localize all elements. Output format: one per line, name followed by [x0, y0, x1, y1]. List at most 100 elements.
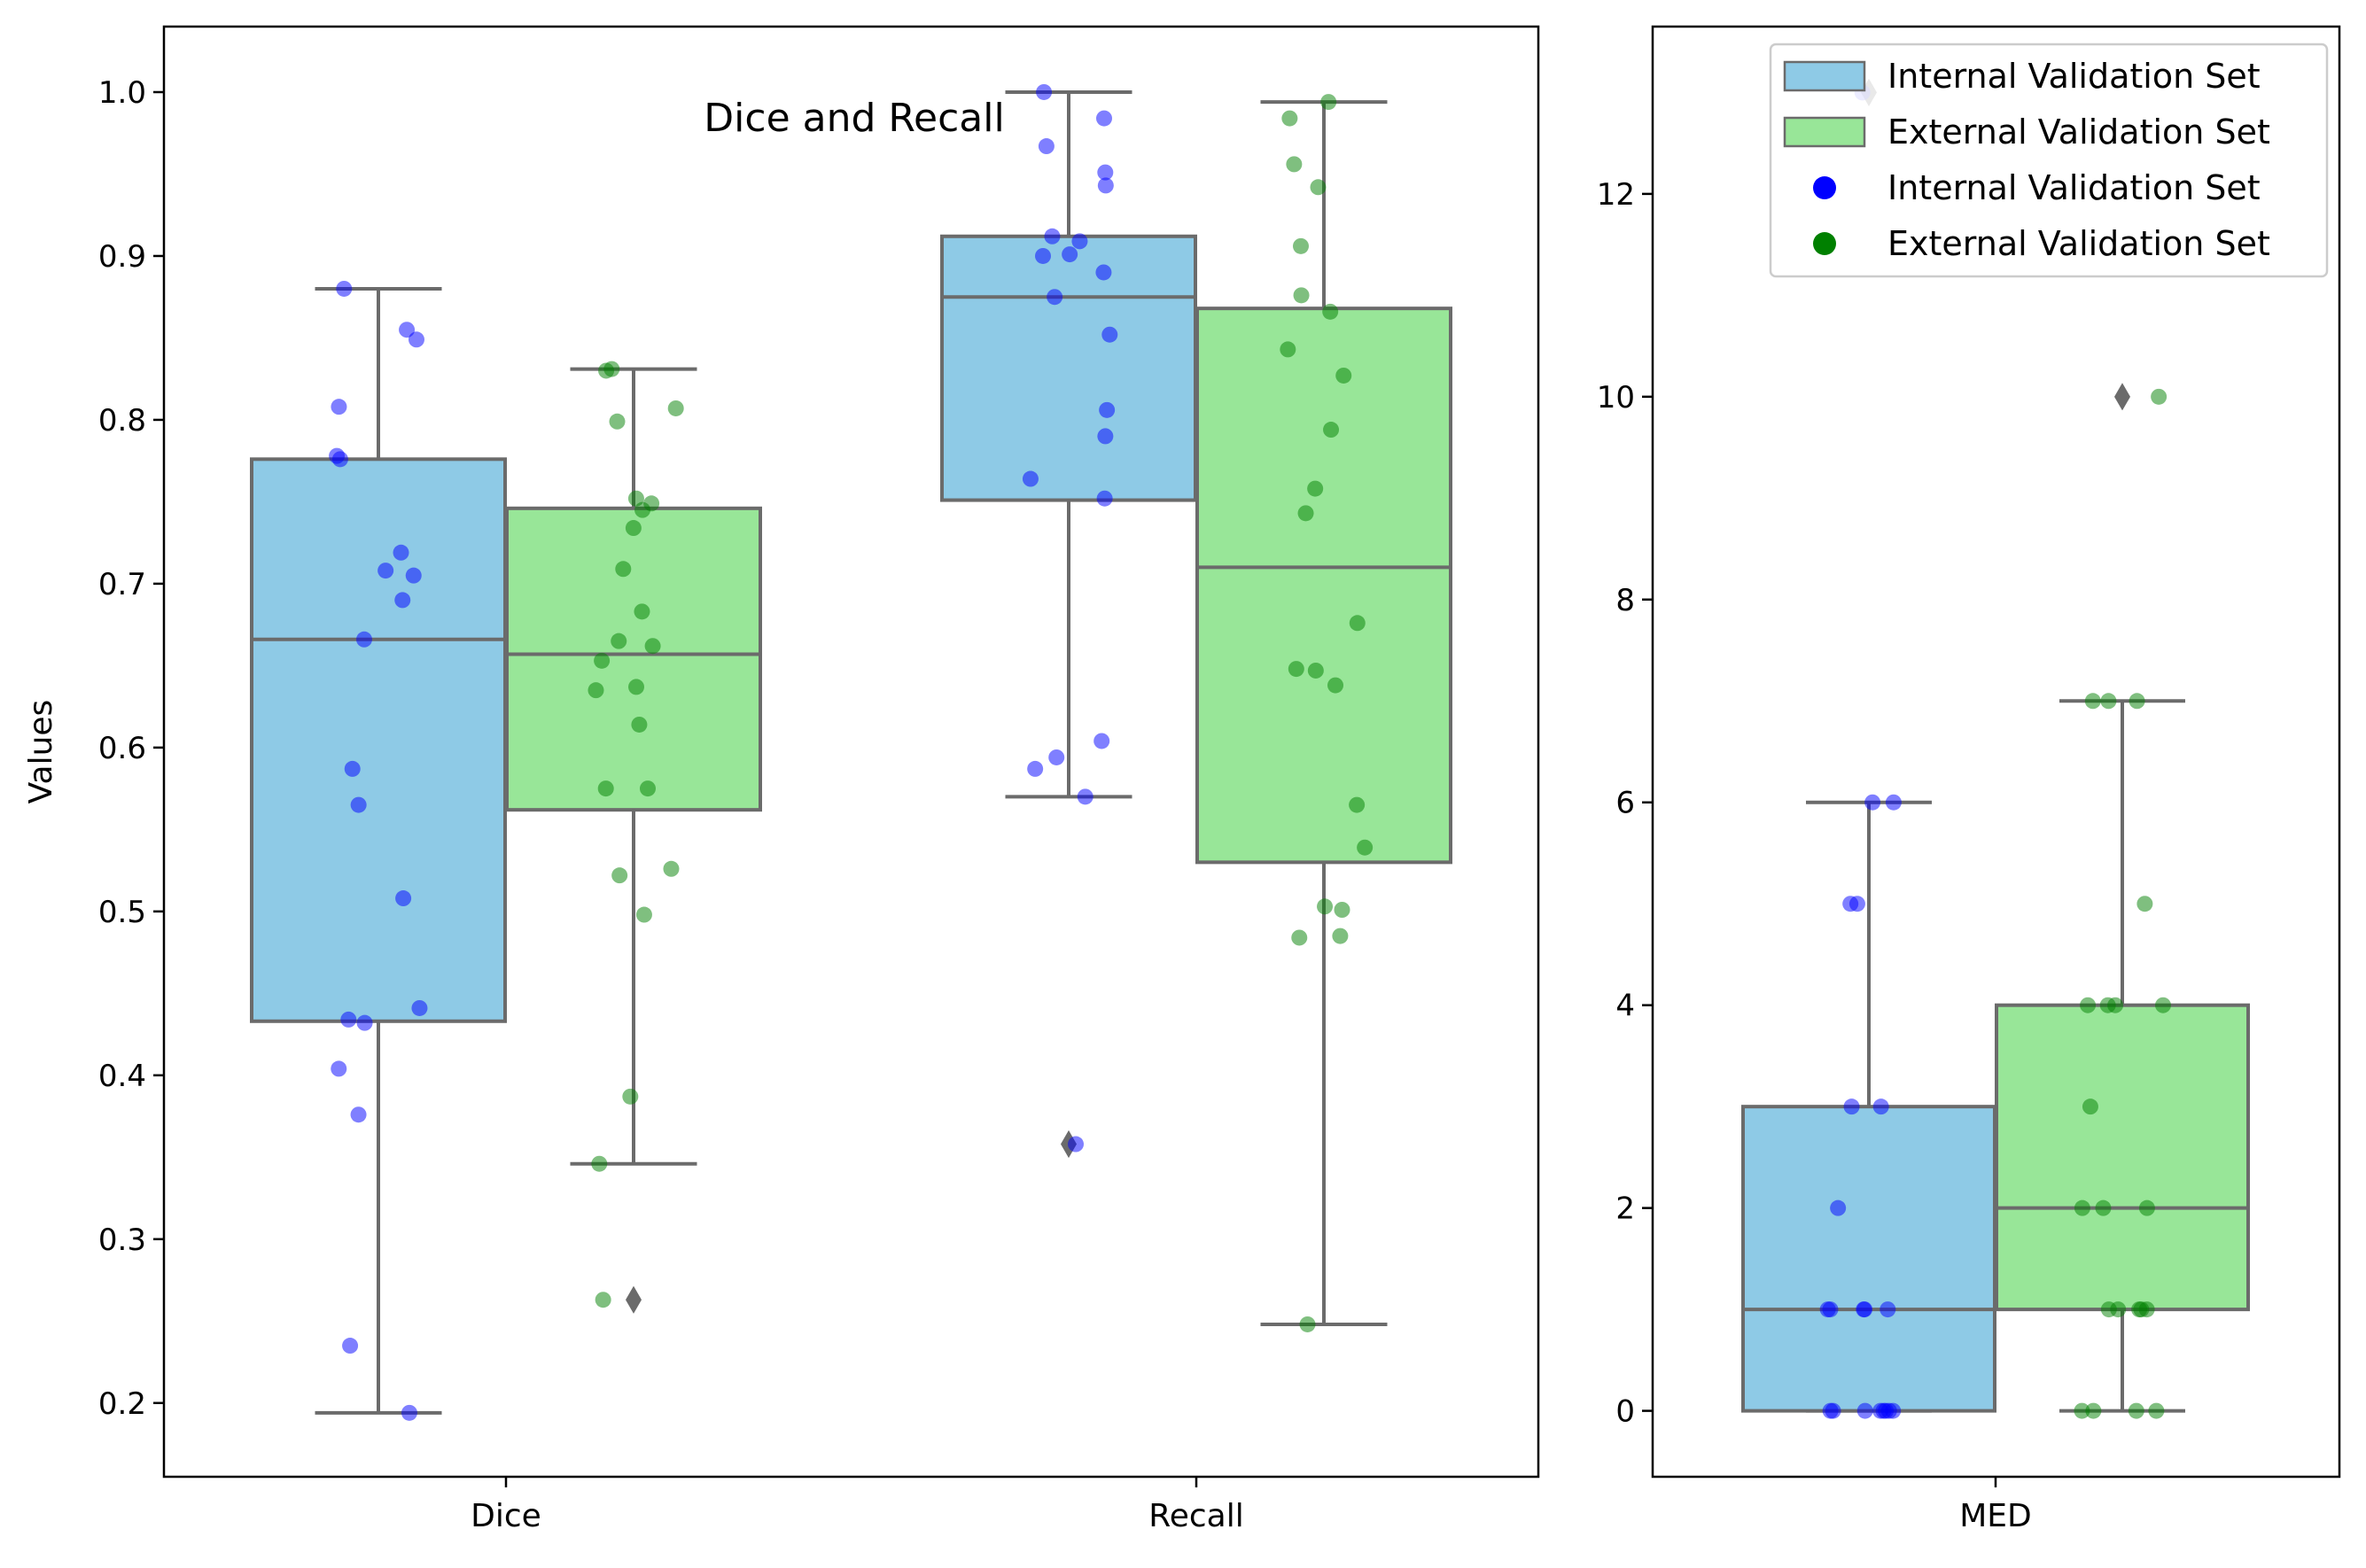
data-point	[2154, 997, 2171, 1013]
y-tick-label: 4	[1615, 989, 1635, 1024]
y-tick-label: 8	[1615, 583, 1635, 618]
data-point	[405, 567, 422, 584]
data-point	[2085, 1402, 2102, 1419]
y-tick-label: 0.2	[98, 1386, 146, 1422]
data-point	[635, 906, 652, 923]
data-point	[597, 780, 614, 797]
data-point	[344, 760, 361, 777]
box	[1741, 1105, 1996, 1413]
data-point	[1872, 1098, 1889, 1115]
data-point	[2129, 693, 2145, 710]
data-point	[1297, 505, 1314, 522]
med-plot: 0 2 4 6 8 10 12 MED Internal Validation Set Exter…	[1597, 25, 2341, 1534]
data-point	[609, 413, 626, 430]
data-point	[1307, 480, 1324, 497]
data-point	[598, 362, 615, 379]
data-point	[340, 1011, 357, 1028]
y-tick-label: 0.8	[98, 403, 146, 439]
data-point	[1349, 615, 1366, 632]
data-point	[1822, 1402, 1839, 1419]
data-point	[1067, 1136, 1084, 1153]
box	[1195, 307, 1452, 865]
data-point	[1027, 760, 1044, 777]
data-point	[2107, 997, 2124, 1013]
data-point	[1864, 794, 1881, 811]
data-point	[1095, 110, 1112, 127]
data-point	[1299, 1316, 1316, 1332]
data-point	[644, 638, 661, 655]
data-point	[350, 1106, 367, 1123]
data-point	[1097, 177, 1114, 194]
data-point	[1036, 83, 1053, 100]
data-point	[1093, 733, 1110, 749]
data-point	[2074, 1199, 2090, 1216]
box-group-med-internal	[1741, 78, 1996, 1419]
data-point	[395, 890, 412, 907]
data-point	[336, 280, 353, 297]
data-point	[2095, 1199, 2112, 1216]
data-point	[1856, 1301, 1872, 1318]
data-point	[2082, 1098, 2098, 1115]
box-group-recall-external	[1195, 94, 1452, 1332]
data-point	[1095, 264, 1112, 281]
data-point	[1097, 164, 1114, 181]
box-group-med-external	[1995, 383, 2250, 1419]
x-tick-label-dice: Dice	[471, 1498, 541, 1534]
data-point	[611, 867, 628, 884]
box-group-dice-external	[505, 361, 762, 1314]
data-point	[1322, 303, 1339, 320]
data-point	[331, 1060, 347, 1077]
data-point	[591, 1155, 608, 1172]
data-point	[1317, 898, 1334, 915]
data-point	[331, 399, 347, 415]
data-point	[628, 679, 645, 695]
legend-label: Internal Validation Set	[1887, 168, 2261, 207]
data-point	[1830, 1199, 1847, 1216]
data-point	[1047, 289, 1063, 306]
data-point	[2131, 1301, 2148, 1318]
legend-swatch	[1783, 116, 1866, 148]
data-point	[2128, 1402, 2144, 1419]
data-point	[1334, 901, 1350, 918]
outlier-marker	[2114, 383, 2130, 411]
box	[250, 457, 507, 1023]
dice-recall-plot: 0.2 0.3 0.4 0.5 0.6 0.7 0.8 0.9 1.0 Dice Recall Val…	[23, 25, 1540, 1534]
data-point	[1286, 156, 1303, 173]
x-tick-label-med: MED	[1959, 1498, 2032, 1534]
data-point	[663, 860, 680, 877]
legend-label: External Validation Set	[1887, 224, 2270, 263]
data-point	[1291, 929, 1308, 946]
data-point	[1044, 228, 1061, 245]
y-tick-label: 0	[1615, 1394, 1635, 1430]
y-axis-label: Values	[23, 700, 59, 804]
data-point	[1034, 247, 1051, 264]
legend-marker	[1813, 232, 1836, 255]
data-point	[1335, 367, 1352, 384]
box-group-recall-internal	[940, 83, 1197, 1159]
data-point	[2080, 997, 2097, 1013]
data-point	[342, 1338, 359, 1355]
data-point	[1848, 896, 1865, 912]
y-tick-label: 1.0	[98, 75, 146, 111]
data-point	[634, 603, 650, 620]
data-point	[1856, 1402, 1873, 1419]
y-tick-label: 0.6	[98, 731, 146, 766]
data-point	[1843, 1098, 1860, 1115]
y-tick-label: 0.9	[98, 239, 146, 275]
data-point	[1880, 1402, 1897, 1419]
data-point	[2136, 896, 2153, 912]
x-tick-label-recall: Recall	[1148, 1498, 1243, 1534]
data-point	[2100, 693, 2117, 710]
data-point	[2138, 1199, 2155, 1216]
data-point	[411, 999, 428, 1016]
data-point	[1071, 233, 1088, 250]
data-point	[625, 520, 642, 537]
data-point	[1022, 470, 1039, 487]
data-point	[394, 592, 411, 609]
y-tick-label: 6	[1615, 786, 1635, 821]
box	[505, 506, 762, 812]
data-point	[634, 501, 651, 518]
data-point	[1885, 794, 1902, 811]
data-point	[350, 796, 367, 813]
